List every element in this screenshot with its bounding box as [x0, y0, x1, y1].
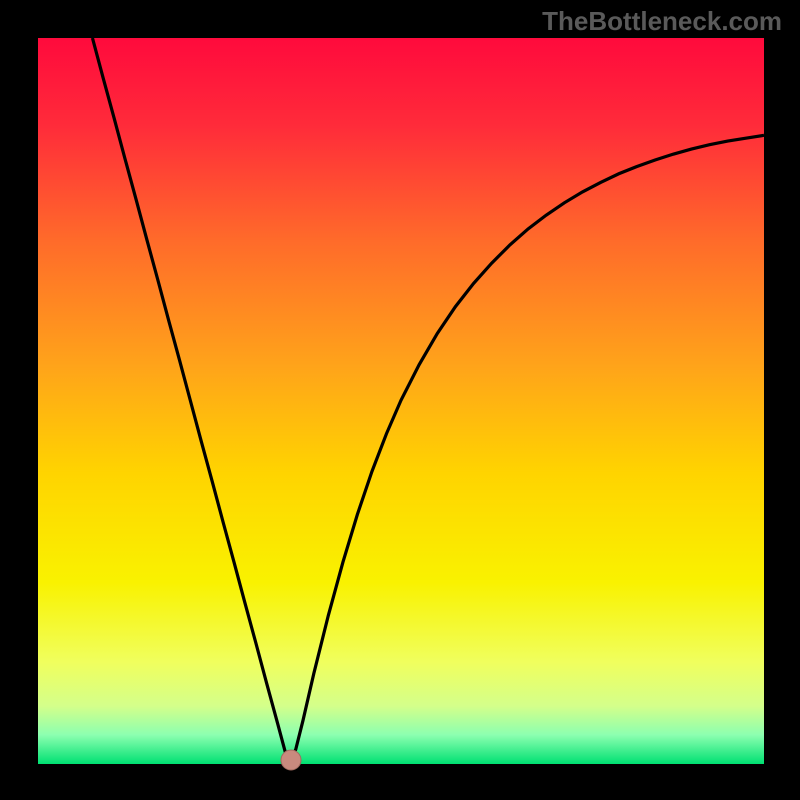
curve-path	[92, 38, 764, 764]
watermark-text: TheBottleneck.com	[542, 6, 782, 37]
optimum-marker	[280, 749, 301, 770]
chart-frame: TheBottleneck.com	[0, 0, 800, 800]
bottleneck-curve	[38, 38, 764, 764]
plot-area	[38, 38, 764, 764]
